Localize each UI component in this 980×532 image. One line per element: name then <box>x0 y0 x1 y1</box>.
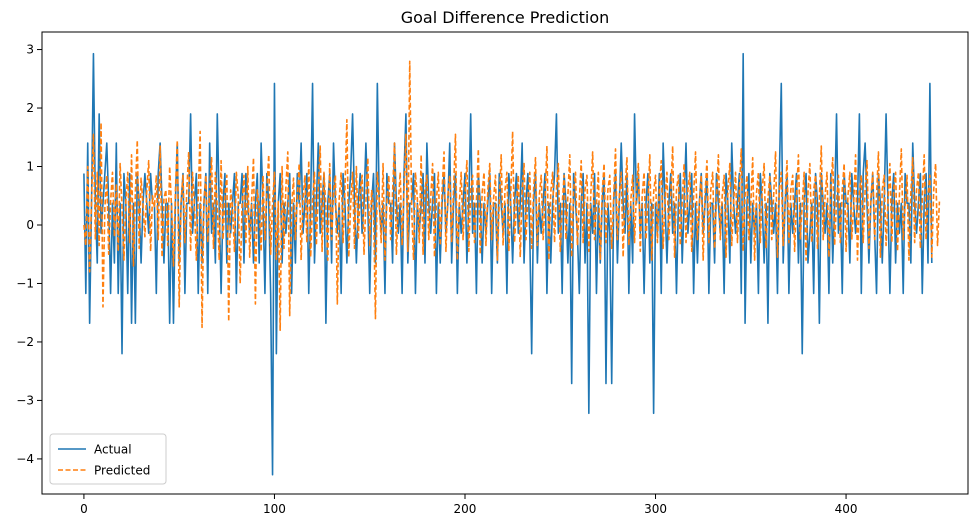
x-tick-label: 0 <box>80 502 88 516</box>
legend-box <box>49 433 167 485</box>
legend-label-predicted: Predicted <box>94 464 150 478</box>
x-tick-label: 300 <box>644 502 667 516</box>
y-tick-label: −1 <box>16 276 34 290</box>
y-tick-label: 0 <box>26 218 34 232</box>
series-layer <box>83 52 941 476</box>
chart-title: Goal Difference Prediction <box>401 8 610 27</box>
y-tick-label: 2 <box>26 101 34 115</box>
x-tick-label: 100 <box>263 502 286 516</box>
x-tick-label: 400 <box>835 502 858 516</box>
x-axis: 0 100 200 300 400 <box>80 494 858 516</box>
legend-label-actual: Actual <box>94 443 132 457</box>
x-tick-label: 200 <box>454 502 477 516</box>
y-tick-label: −2 <box>16 335 34 349</box>
legend: Actual Predicted <box>49 433 167 485</box>
y-tick-label: −3 <box>16 393 34 407</box>
y-axis: −4 −3 −2 −1 0 1 2 3 <box>16 43 42 466</box>
y-tick-label: 1 <box>26 160 34 174</box>
y-tick-label: −4 <box>16 452 34 466</box>
y-tick-label: 3 <box>26 43 34 57</box>
